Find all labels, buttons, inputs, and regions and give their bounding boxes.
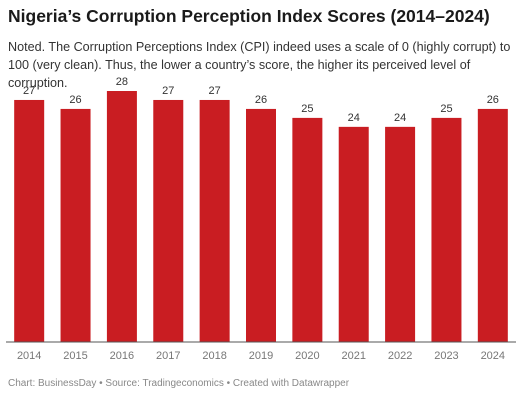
data-label: 25 xyxy=(440,103,452,115)
x-tick-label: 2022 xyxy=(388,350,412,362)
chart-subtitle: Noted. The Corruption Perceptions Index … xyxy=(8,40,511,90)
bar xyxy=(338,126,369,342)
source-note: Chart: BusinessDay • Source: Tradingecon… xyxy=(8,378,350,389)
x-tick-label: 2023 xyxy=(434,350,458,362)
chart-title: Nigeria’s Corruption Perception Index Sc… xyxy=(8,6,490,26)
bar xyxy=(385,126,416,342)
data-label: 24 xyxy=(348,112,360,124)
bar xyxy=(431,117,462,343)
data-label: 26 xyxy=(69,94,81,106)
data-label: 27 xyxy=(209,85,221,97)
x-tick-label: 2016 xyxy=(110,350,134,362)
data-label: 26 xyxy=(255,94,267,106)
data-label: 27 xyxy=(162,85,174,97)
x-tick-label: 2015 xyxy=(63,350,87,362)
x-tick-label: 2018 xyxy=(202,350,226,362)
data-label: 24 xyxy=(394,112,406,124)
data-label: 25 xyxy=(301,103,313,115)
x-tick-label: 2021 xyxy=(341,350,365,362)
x-tick-label: 2014 xyxy=(17,350,41,362)
x-tick-label: 2017 xyxy=(156,350,180,362)
bar xyxy=(246,108,276,342)
bar xyxy=(153,99,184,342)
bar xyxy=(60,108,91,342)
data-label: 28 xyxy=(116,76,128,88)
bar xyxy=(106,91,137,342)
data-label: 27 xyxy=(23,85,35,97)
x-tick-label: 2020 xyxy=(295,350,319,362)
bar xyxy=(14,99,45,342)
bar xyxy=(477,108,508,342)
x-tick-label: 2024 xyxy=(481,350,505,362)
x-tick-label: 2019 xyxy=(249,350,273,362)
bar xyxy=(292,117,323,343)
data-label: 26 xyxy=(487,94,499,106)
bar xyxy=(199,99,230,342)
